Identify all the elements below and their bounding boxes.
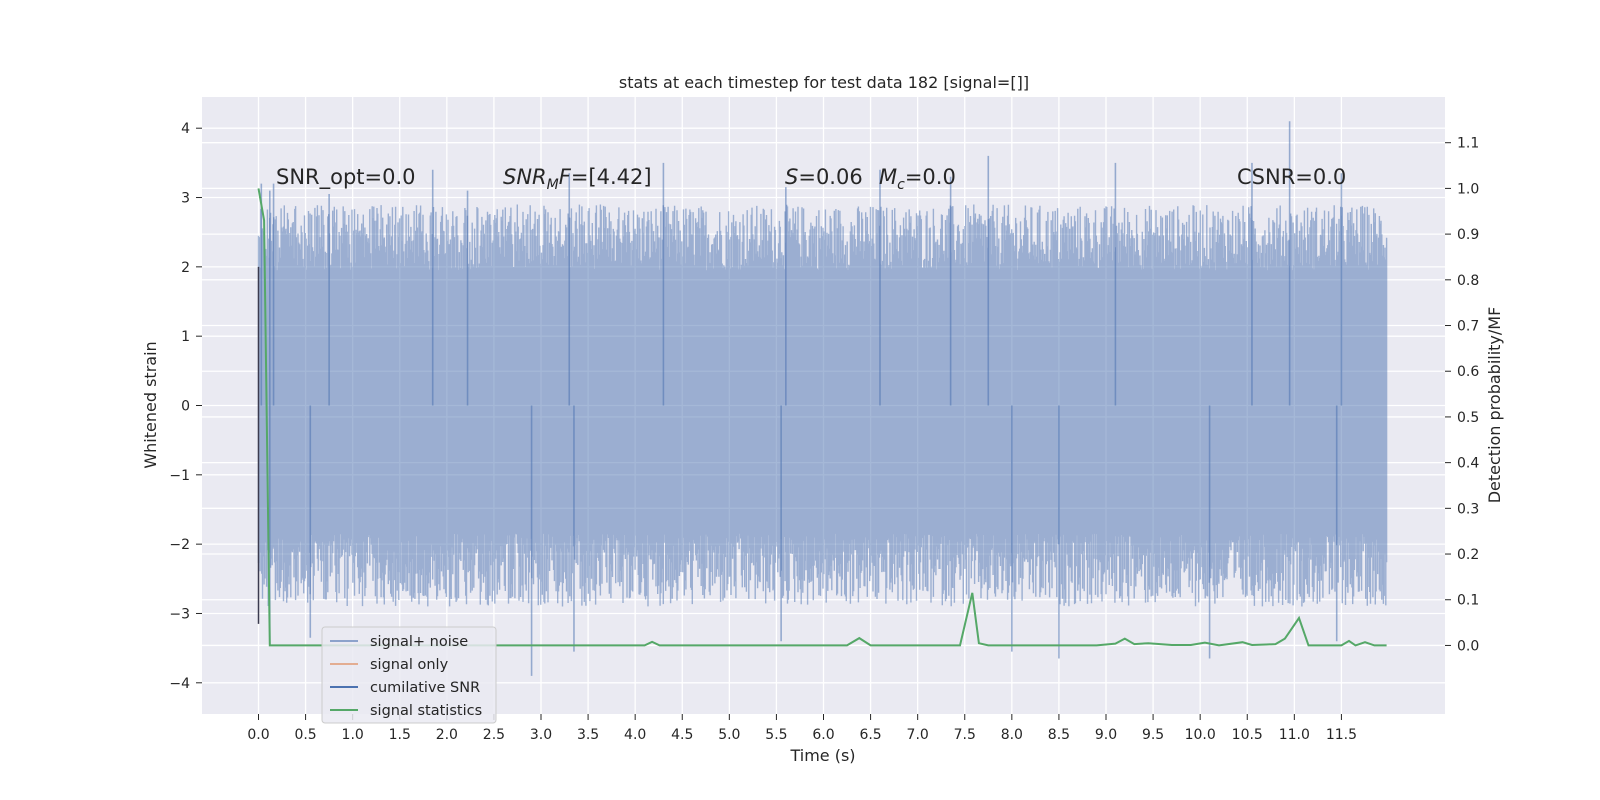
right-y-tick-label: 0.0 bbox=[1457, 638, 1479, 654]
right-y-tick-label: 0.4 bbox=[1457, 456, 1479, 472]
series-lines bbox=[257, 188, 1387, 647]
signal-statistics-line bbox=[257, 188, 1387, 647]
x-tick-label: 9.0 bbox=[1095, 727, 1117, 743]
right-y-tick-label: 0.9 bbox=[1457, 227, 1479, 243]
x-tick-label: 2.0 bbox=[436, 727, 458, 743]
left-y-tick-label: 0 bbox=[181, 399, 190, 415]
legend-label: cumilative SNR bbox=[370, 680, 480, 696]
x-tick-label: 0.0 bbox=[247, 727, 269, 743]
x-tick-label: 7.0 bbox=[907, 727, 929, 743]
chart-title: stats at each timestep for test data 182… bbox=[619, 73, 1029, 92]
annotation-s-val: S=0.06 bbox=[785, 165, 863, 189]
x-tick-label: 5.5 bbox=[765, 727, 787, 743]
left-y-tick-label: −3 bbox=[169, 606, 190, 622]
left-y-tick-label: −4 bbox=[169, 676, 190, 692]
signal-noise-trace bbox=[257, 204, 1388, 607]
x-axis-label: Time (s) bbox=[789, 746, 855, 765]
x-tick-label: 9.5 bbox=[1142, 727, 1164, 743]
x-tick-label: 1.5 bbox=[389, 727, 411, 743]
right-y-tick-label: 0.6 bbox=[1457, 364, 1479, 380]
right-y-tick-label: 0.5 bbox=[1457, 410, 1479, 426]
right-y-tick-label: 0.8 bbox=[1457, 273, 1479, 289]
annotation-csnr: CSNR=0.0 bbox=[1237, 165, 1346, 189]
signal-noise-band bbox=[257, 121, 1388, 676]
x-tick-label: 1.0 bbox=[342, 727, 364, 743]
annotation-snr-opt: SNR_opt=0.0 bbox=[276, 165, 416, 190]
right-y-tick-label: 0.7 bbox=[1457, 319, 1479, 335]
x-tick-label: 0.5 bbox=[294, 727, 316, 743]
x-tick-label: 8.5 bbox=[1048, 727, 1070, 743]
legend: signal+ noise signal only cumilative SNR si… bbox=[321, 626, 497, 724]
legend-label: signal statistics bbox=[370, 703, 482, 719]
right-y-axis-ticks: 0.0 0.1 0.2 0.3 0.4 0.5 0.6 0.7 0.8 0.9 1.0 1.1 bbox=[1445, 136, 1479, 654]
right-y-tick-label: 1.0 bbox=[1457, 181, 1479, 197]
legend-box bbox=[321, 626, 497, 724]
annotation-snr-mf: SNRMF=[4.42] bbox=[503, 165, 652, 193]
x-tick-label: 11.0 bbox=[1279, 727, 1310, 743]
right-y-tick-label: 0.1 bbox=[1457, 593, 1479, 609]
x-tick-label: 10.5 bbox=[1232, 727, 1263, 743]
x-tick-label: 3.5 bbox=[577, 727, 599, 743]
left-y-tick-label: −2 bbox=[169, 537, 190, 553]
left-y-tick-label: 3 bbox=[181, 191, 190, 207]
x-tick-label: 6.5 bbox=[859, 727, 881, 743]
legend-label: signal+ noise bbox=[370, 634, 468, 650]
x-tick-label: 8.0 bbox=[1001, 727, 1023, 743]
left-y-tick-label: 1 bbox=[181, 329, 190, 345]
x-tick-label: 4.0 bbox=[624, 727, 646, 743]
right-y-tick-label: 0.3 bbox=[1457, 501, 1479, 517]
right-y-axis-label: Detection probability/MF bbox=[1485, 307, 1504, 504]
x-tick-label: 10.0 bbox=[1185, 727, 1216, 743]
annotations: SNR_opt=0.0 SNRMF=[4.42] S=0.06 Mc=0.0 CSNR=… bbox=[276, 165, 1346, 193]
x-tick-label: 4.5 bbox=[671, 727, 693, 743]
left-y-axis-label: Whitened strain bbox=[141, 341, 160, 468]
left-y-axis-ticks: −4 −3 −2 −1 0 1 2 3 4 bbox=[169, 121, 202, 692]
right-y-tick-label: 0.2 bbox=[1457, 547, 1479, 563]
left-y-tick-label: −1 bbox=[169, 468, 190, 484]
legend-label: signal only bbox=[370, 657, 449, 673]
x-tick-label: 2.5 bbox=[483, 727, 505, 743]
x-tick-label: 6.0 bbox=[812, 727, 834, 743]
left-y-tick-label: 2 bbox=[181, 260, 190, 276]
annotation-mc-val: Mc=0.0 bbox=[879, 165, 956, 193]
left-y-tick-label: 4 bbox=[181, 121, 190, 137]
x-axis-ticks: 0.0 0.5 1.0 1.5 2.0 2.5 3.0 3.5 4.0 4.5 5.0 5.5 6.0 6… bbox=[247, 714, 1357, 743]
right-y-tick-label: 1.1 bbox=[1457, 136, 1479, 152]
x-tick-label: 3.0 bbox=[530, 727, 552, 743]
x-tick-label: 11.5 bbox=[1326, 727, 1357, 743]
x-tick-label: 5.0 bbox=[718, 727, 740, 743]
x-tick-label: 7.5 bbox=[954, 727, 976, 743]
